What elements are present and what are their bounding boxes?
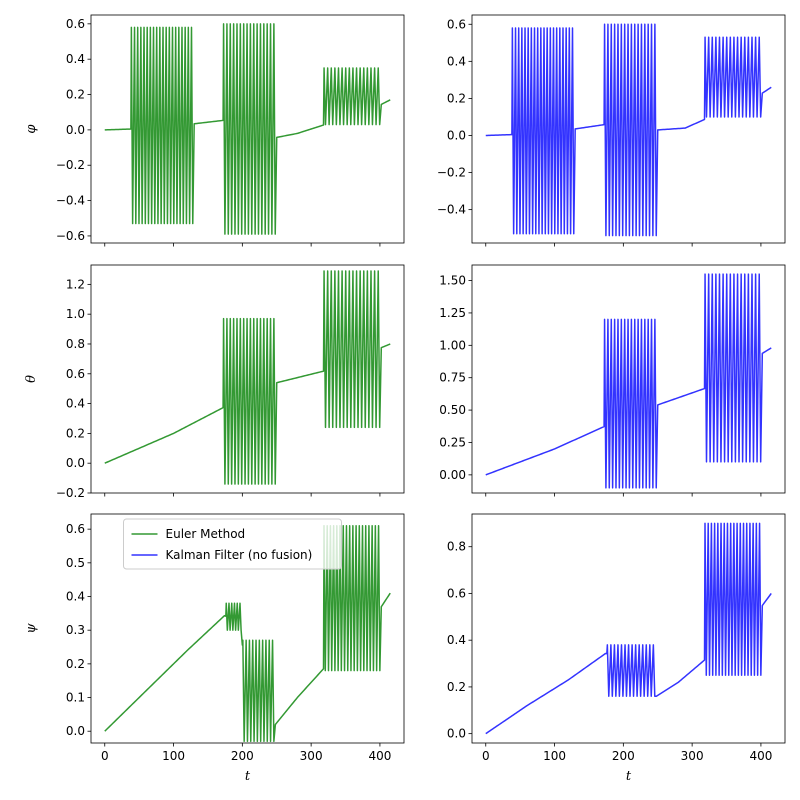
y-tick-label: 0.2: [66, 426, 85, 440]
y-tick-label: 0.4: [447, 54, 466, 68]
y-tick-label: 0.6: [447, 586, 466, 600]
y-tick-label: 1.00: [439, 338, 466, 352]
legend-box: [123, 518, 342, 570]
y-tick-label: 0.0: [66, 724, 85, 738]
x-tick-label: 400: [749, 749, 772, 763]
y-tick-label: −0.6: [56, 229, 85, 243]
subplot-theta-kalman: 0.00 0.25 0.50 0.75 1.00 1.25 1.50: [439, 264, 786, 497]
y-tick-label: 0.5: [66, 556, 85, 570]
y-tick-label: 0.4: [66, 590, 85, 604]
legend-entry-label: Kalman Filter (no fusion): [166, 548, 313, 562]
series-line-phi-euler-0: [104, 23, 391, 235]
y-tick-label: −0.4: [437, 203, 466, 217]
axes-frame: [90, 264, 405, 494]
x-tick-label: 200: [231, 749, 254, 763]
series-line-psi-euler-0: [104, 525, 391, 743]
y-tick-label: 0.2: [66, 88, 85, 102]
axes-frame: [471, 513, 786, 744]
y-tick-label: 0.75: [439, 371, 466, 385]
y-tick-label: −0.2: [56, 158, 85, 172]
y-tick-label: 1.50: [439, 274, 466, 288]
x-axis-label: t: [245, 769, 251, 784]
axes-frame: [471, 14, 786, 244]
x-tick-label: 200: [612, 749, 635, 763]
y-tick-label: 0.0: [447, 727, 466, 741]
y-tick-label: 0.8: [66, 337, 85, 351]
y-tick-label: 1.0: [66, 307, 85, 321]
y-axis-label: φ: [24, 124, 39, 134]
y-tick-label: 0.6: [66, 367, 85, 381]
subplot-psi-kalman: 0 100 200 300 400 0.0 0.2 0.4 0.6 0.8 t: [447, 513, 786, 784]
y-tick-label: 0.4: [66, 397, 85, 411]
y-tick-label: −0.2: [437, 166, 466, 180]
legend: Euler Method Kalman Filter (no fusion): [123, 518, 342, 570]
x-tick-label: 100: [162, 749, 185, 763]
series-line-theta-euler-0: [104, 270, 391, 485]
y-tick-label: 0.2: [447, 91, 466, 105]
y-tick-label: 0.4: [66, 52, 85, 66]
x-tick-label: 100: [543, 749, 566, 763]
y-tick-label: 0.0: [447, 128, 466, 142]
axes-frame: [90, 513, 405, 744]
y-axis-label: θ: [24, 375, 39, 383]
subplot-theta-euler: −0.2 0.0 0.2 0.4 0.6 0.8 1.0 1.2 θ: [24, 264, 405, 500]
y-tick-label: 0.4: [447, 633, 466, 647]
y-tick-label: 0.8: [447, 540, 466, 554]
x-tick-label: 400: [368, 749, 391, 763]
legend-entry-label: Euler Method: [166, 527, 246, 541]
axes-frame: [471, 264, 786, 494]
x-tick-label: 0: [101, 749, 109, 763]
y-tick-label: −0.2: [56, 486, 85, 500]
y-tick-label: 1.25: [439, 306, 466, 320]
y-tick-label: 0.2: [447, 680, 466, 694]
series-line-phi-kalman-0: [485, 23, 772, 237]
y-tick-label: 0.50: [439, 403, 466, 417]
subplot-psi-euler: 0 100 200 300 400 0.0 0.1 0.2 0.3 0.4 0.5 0.6 ψ t Eule…: [24, 513, 405, 784]
y-tick-label: 0.6: [66, 522, 85, 536]
y-tick-label: 0.2: [66, 657, 85, 671]
y-tick-label: 0.0: [66, 456, 85, 470]
y-tick-label: 0.1: [66, 691, 85, 705]
y-tick-label: 0.6: [66, 17, 85, 31]
x-tick-label: 300: [681, 749, 704, 763]
y-tick-label: 0.6: [447, 17, 466, 31]
series-line-psi-kalman-0: [485, 522, 772, 735]
series-line-theta-kalman-0: [485, 273, 772, 489]
y-tick-label: 0.00: [439, 468, 466, 482]
y-tick-label: 1.2: [66, 277, 85, 291]
x-axis-label: t: [626, 769, 632, 784]
y-tick-label: −0.4: [56, 194, 85, 208]
axes-frame: [90, 14, 405, 244]
y-tick-label: 0.0: [66, 123, 85, 137]
x-tick-label: 0: [482, 749, 490, 763]
subplot-phi-kalman: −0.4 −0.2 0.0 0.2 0.4 0.6: [437, 14, 786, 247]
subplot-phi-euler: −0.6 −0.4 −0.2 0.0 0.2 0.4 0.6 φ: [24, 14, 405, 247]
y-axis-label: ψ: [24, 623, 39, 634]
x-tick-label: 300: [300, 749, 323, 763]
y-tick-label: 0.25: [439, 435, 466, 449]
y-tick-label: 0.3: [66, 623, 85, 637]
